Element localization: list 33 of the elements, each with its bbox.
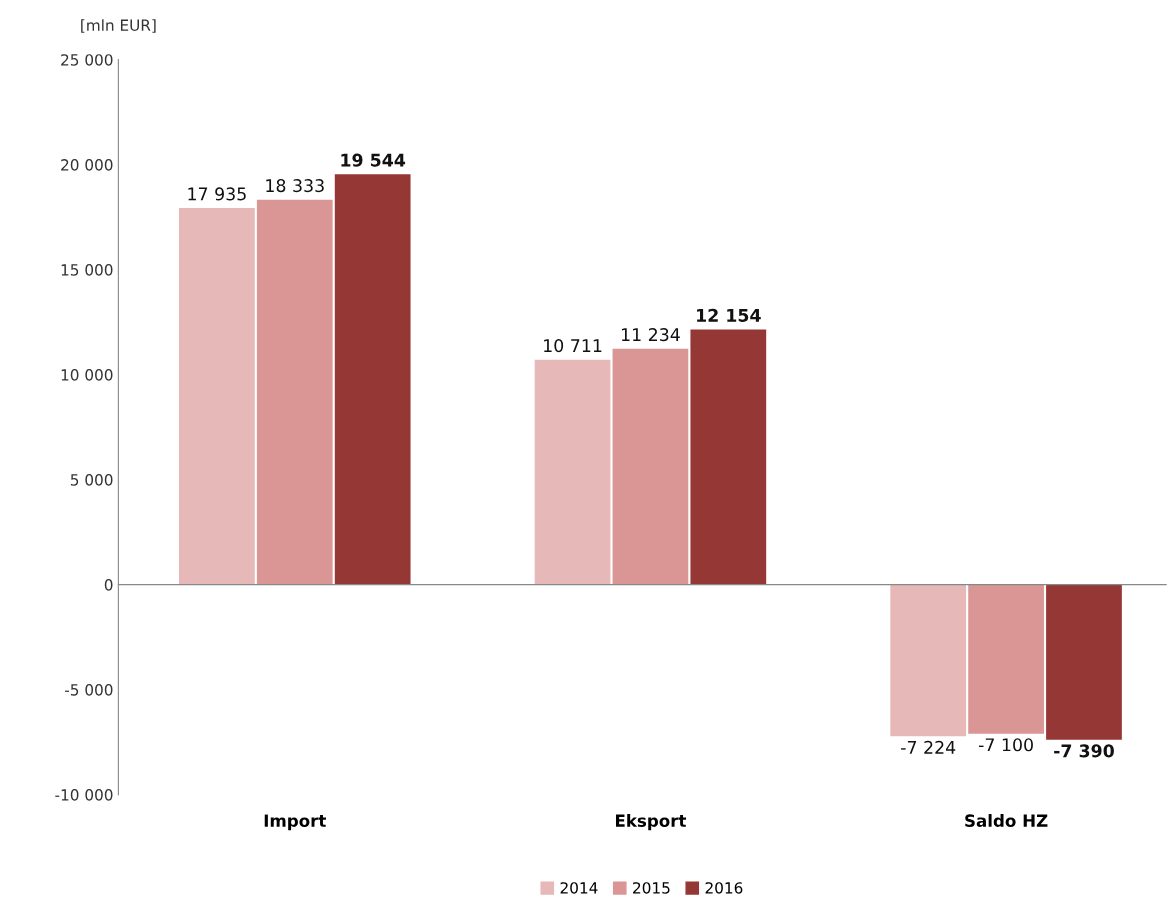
bar [968,584,1044,734]
y-tick-label: -10 000 [55,789,113,801]
y-tick-label: 20 000 [61,159,113,171]
bar [612,348,689,585]
x-tick-label: Saldo HZ [965,814,1048,827]
data-label: 11 234 [621,328,680,342]
y-tick-label: 0 [104,579,113,591]
bar [334,174,411,585]
y-tick-label: 5 000 [70,474,113,486]
bar [179,208,255,585]
y-tick-label: -5 000 [65,684,113,696]
x-tick-label: Eksport [615,814,687,831]
data-label: 10 711 [544,339,602,353]
legend-label: 2015 [633,882,670,894]
data-label: 18 333 [266,179,324,193]
y-axis-title: [mln EUR] [81,19,156,33]
x-tick-label: Import [264,814,326,831]
data-label: -7 390 [1054,744,1114,758]
bar [1046,584,1122,740]
data-label: 19 544 [341,153,406,167]
y-tick-label: 25 000 [61,54,113,66]
y-tick-label: 15 000 [61,264,113,276]
bar [256,199,333,585]
data-label: 17 935 [188,187,246,201]
legend-label: 2016 [705,882,743,894]
bar [890,584,967,737]
bar [690,329,767,585]
y-tick-label: 10 000 [61,369,113,381]
bar [534,359,611,585]
data-label: -7 100 [978,738,1033,752]
legend-label: 2014 [560,882,598,894]
data-label: 12 154 [697,308,761,322]
data-label: -7 224 [901,740,956,754]
